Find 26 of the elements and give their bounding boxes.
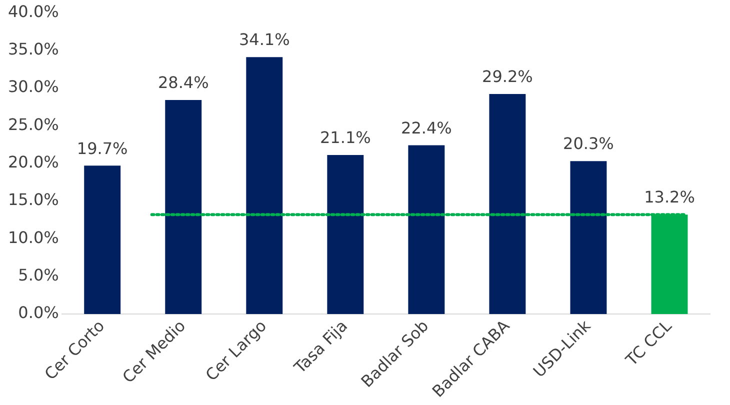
data-label: 29.2% (482, 67, 533, 86)
data-label: 13.2% (644, 188, 695, 207)
y-tick-label: 20.0% (8, 152, 59, 172)
y-tick-label: 40.0% (8, 2, 59, 21)
data-label: 20.3% (563, 134, 614, 154)
data-label: 22.4% (401, 118, 452, 138)
bar (489, 94, 526, 314)
bar (165, 100, 202, 314)
bar (327, 155, 364, 314)
bar (408, 145, 445, 314)
y-tick-label: 35.0% (8, 39, 59, 58)
y-tick-label: 10.0% (8, 228, 59, 247)
data-label: 28.4% (158, 73, 209, 92)
bar (246, 57, 283, 314)
data-label: 19.7% (76, 138, 128, 158)
bar (570, 161, 607, 314)
y-tick-label: 0.0% (18, 303, 59, 322)
y-tick-label: 30.0% (8, 77, 59, 96)
data-label: 21.1% (320, 128, 371, 148)
y-tick-label: 5.0% (18, 266, 59, 285)
data-label: 34.1% (238, 30, 290, 50)
x-tick-label: Tasa Fija (290, 316, 352, 378)
x-tick-label: TC CCL (621, 316, 676, 370)
bar (84, 166, 121, 314)
y-tick-label: 15.0% (8, 190, 59, 210)
y-tick-label: 25.0% (8, 114, 59, 134)
